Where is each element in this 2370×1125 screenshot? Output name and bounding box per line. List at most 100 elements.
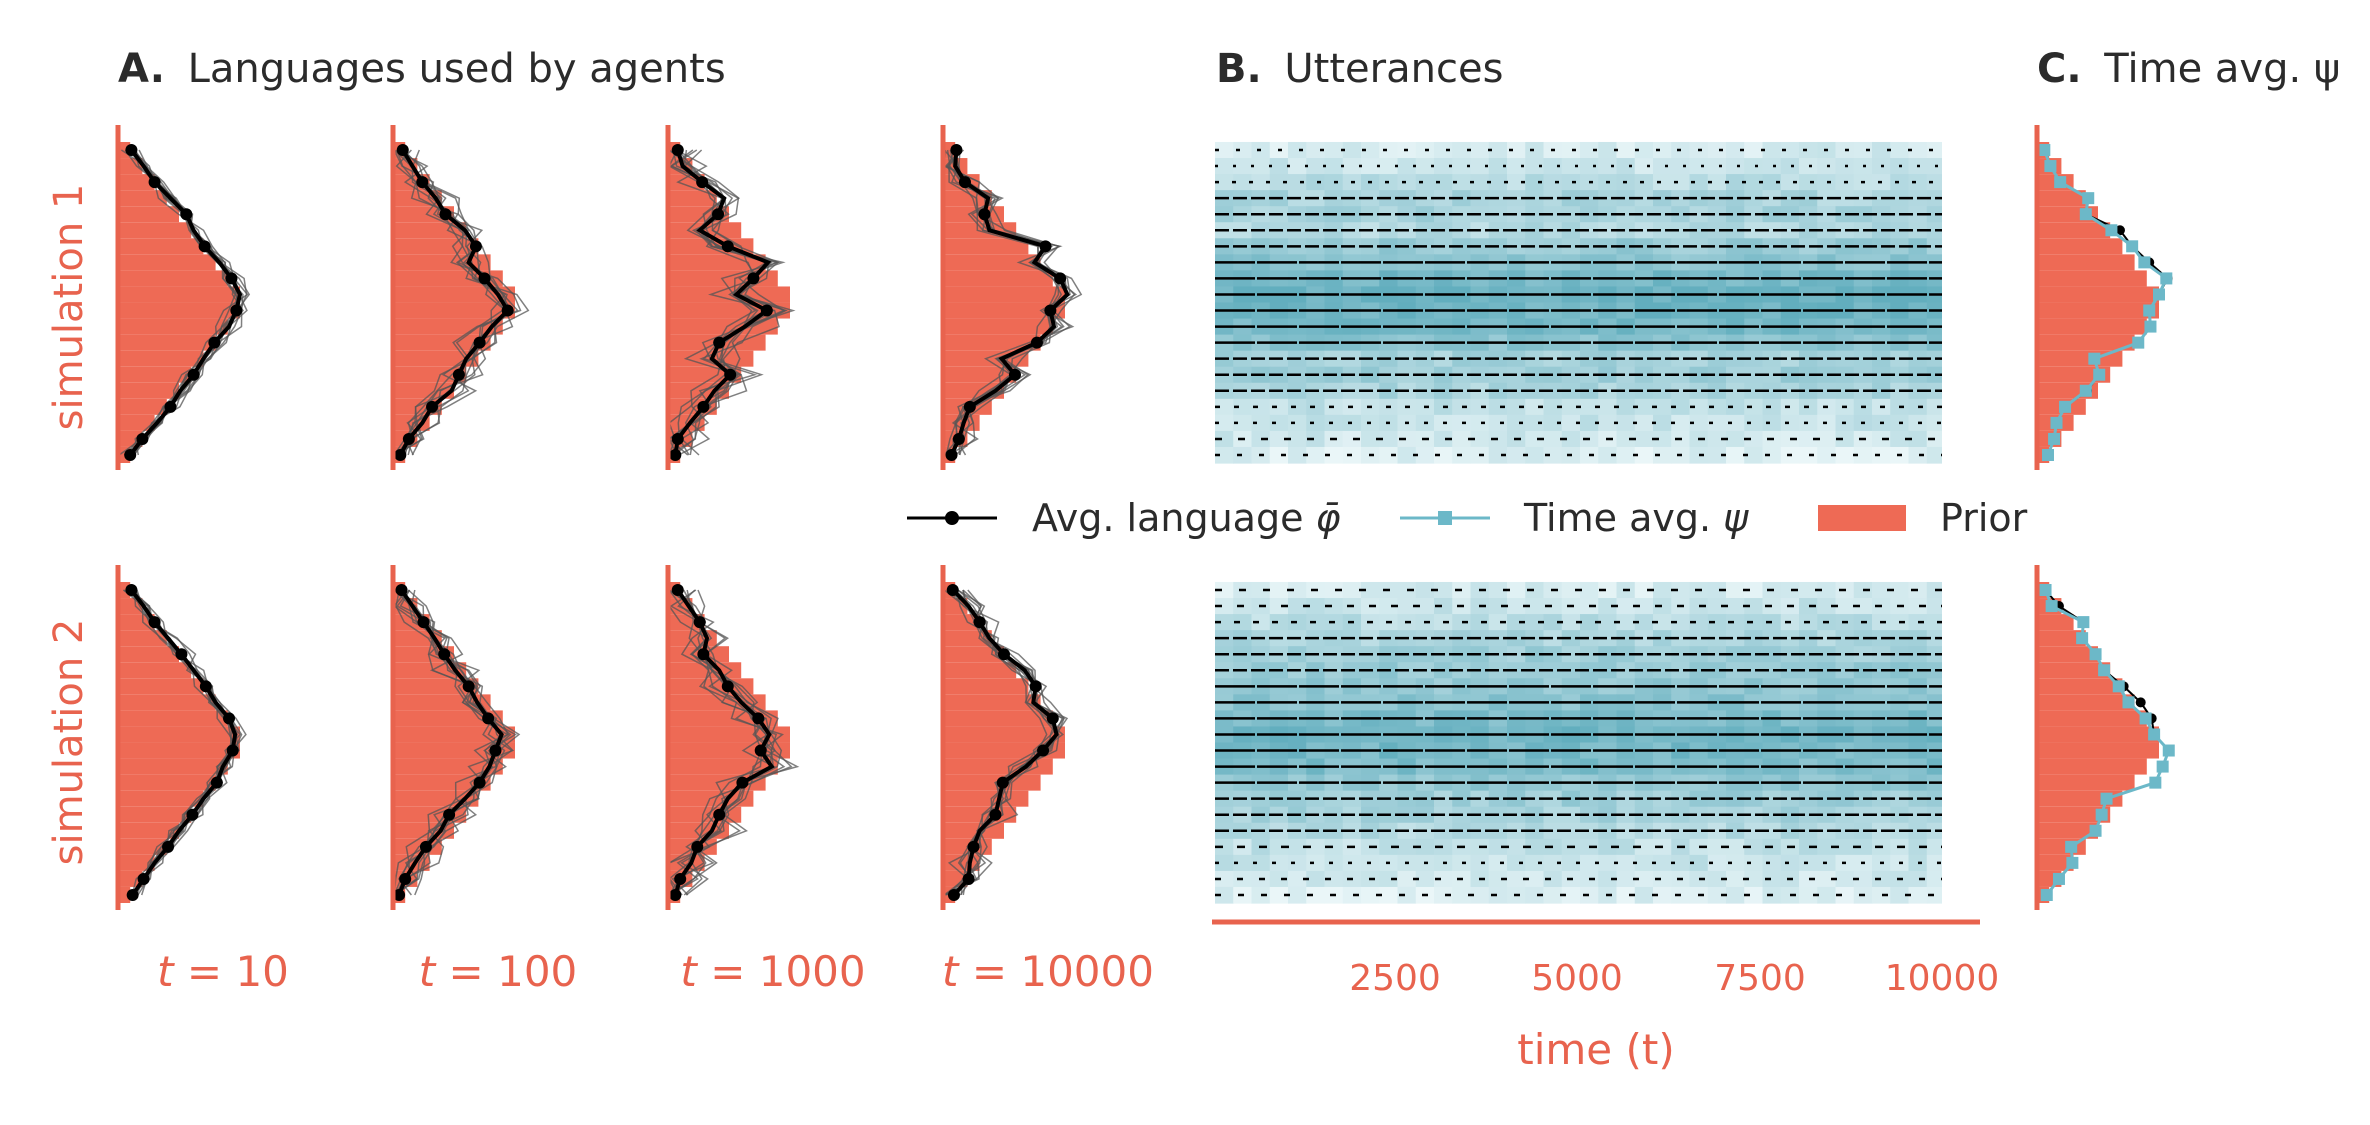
utterance-heat-cell bbox=[1726, 870, 1745, 888]
utterance-heat-cell bbox=[1288, 141, 1307, 159]
avg-language-point bbox=[996, 776, 1009, 789]
panel-a-prior-bar bbox=[943, 662, 1017, 679]
utterance-heat-cell bbox=[1926, 174, 1942, 191]
utterance-heat-cell bbox=[1470, 614, 1490, 631]
utterance-heat-cell bbox=[1634, 646, 1654, 663]
panel-a-prior-bar bbox=[668, 254, 766, 271]
utterance-heat-cell bbox=[1251, 581, 1271, 599]
utterance-heat-cell bbox=[1835, 350, 1855, 368]
utterance-heat-cell bbox=[1634, 822, 1654, 840]
avg-language-point bbox=[438, 648, 451, 661]
utterance-heat-cell bbox=[1926, 614, 1942, 631]
utterance-heat-cell bbox=[1671, 790, 1691, 808]
utterance-heat-cell bbox=[1799, 238, 1818, 255]
utterance-heat-cell bbox=[1762, 141, 1782, 159]
utterance-heat-cell bbox=[1580, 854, 1599, 872]
utterance-heat-cell bbox=[1525, 174, 1545, 191]
panel-a-prior-bar bbox=[118, 774, 216, 791]
panel-c-prior-bar bbox=[2037, 822, 2098, 839]
utterance-heat-cell bbox=[1580, 366, 1599, 384]
panel-a-prior-bar bbox=[393, 790, 479, 807]
utterance-heat-cell bbox=[1817, 662, 1837, 679]
time-avg-point bbox=[2126, 240, 2139, 253]
utterance-heat-cell bbox=[1762, 854, 1782, 872]
utterance-heat-cell bbox=[1561, 141, 1581, 159]
utterance-heat-cell bbox=[1507, 854, 1526, 872]
panel-a-prior-bar bbox=[118, 790, 204, 807]
utterance-heat-cell bbox=[1616, 822, 1636, 840]
panel-c-prior-bar bbox=[2037, 742, 2159, 759]
utterance-heat-cell bbox=[1543, 174, 1563, 191]
utterance-heat-cell bbox=[1762, 822, 1782, 840]
utterance-heat-cell bbox=[1780, 190, 1800, 207]
panel-a-prior-bar bbox=[118, 710, 228, 727]
utterance-heat-cell bbox=[1726, 886, 1745, 904]
avg-language-point bbox=[452, 368, 465, 381]
panel-c-avg-language-point bbox=[2114, 225, 2125, 236]
utterance-heat-cell bbox=[1762, 646, 1782, 663]
utterance-heat-cell bbox=[1926, 886, 1942, 904]
time-avg-point bbox=[2089, 824, 2102, 837]
panel-a-sim2-col1 bbox=[115, 565, 247, 910]
panel-a-prior-bar bbox=[118, 887, 131, 903]
utterance-heat-cell bbox=[1689, 822, 1709, 840]
utterance-heat-cell bbox=[1415, 581, 1435, 599]
avg-language-point bbox=[419, 840, 432, 853]
utterance-heat-cell bbox=[1835, 838, 1855, 856]
utterance-heat-cell bbox=[1634, 222, 1654, 239]
avg-language-point bbox=[198, 240, 211, 253]
utterance-heat-cell bbox=[1726, 206, 1745, 223]
utterance-heat-cell bbox=[1835, 206, 1855, 223]
avg-language-point bbox=[1039, 240, 1052, 253]
avg-language-point bbox=[148, 176, 161, 189]
utterance-heat-cell bbox=[1744, 854, 1764, 872]
avg-language-point bbox=[402, 432, 415, 445]
utterance-heat-cell bbox=[1689, 598, 1709, 615]
utterance-heat-cell bbox=[1707, 726, 1727, 744]
utterance-heat-cell bbox=[1634, 614, 1654, 631]
utterance-heat-cell bbox=[1799, 414, 1818, 432]
utterance-heat-cell bbox=[1653, 662, 1672, 679]
panel-a-prior-bar bbox=[118, 398, 167, 415]
utterance-heat-cell bbox=[1324, 598, 1344, 615]
utterance-heat-cell bbox=[1817, 430, 1837, 448]
utterance-heat-cell bbox=[1215, 446, 1234, 464]
utterance-heat-cell bbox=[1288, 870, 1307, 888]
utterance-heat-cell bbox=[1288, 726, 1307, 744]
avg-language-point bbox=[693, 616, 706, 629]
utterance-heat-cell bbox=[1671, 662, 1691, 679]
utterance-heat-cell bbox=[1689, 790, 1709, 808]
time-avg-point bbox=[2160, 272, 2173, 285]
row-label-simulation-2: simulation 2 bbox=[46, 619, 92, 866]
utterance-heat-cell bbox=[1288, 774, 1307, 792]
utterance-heat-cell bbox=[1525, 446, 1545, 464]
utterance-heat-cell bbox=[1288, 838, 1307, 856]
utterance-heat-cell bbox=[1507, 614, 1526, 631]
utterance-heat-cell bbox=[1926, 158, 1942, 175]
utterance-heat-cell bbox=[1653, 398, 1672, 416]
panel-a-prior-bar bbox=[943, 790, 1029, 807]
time-avg-point bbox=[2065, 840, 2078, 853]
panel-a-prior-bar bbox=[393, 334, 491, 351]
utterance-heat-cell bbox=[1707, 790, 1727, 808]
utterance-heat-cell bbox=[1707, 286, 1727, 304]
utterance-heat-cell bbox=[1926, 141, 1942, 159]
utterance-heat-cell bbox=[1726, 662, 1745, 679]
utterance-heat-cell bbox=[1525, 398, 1545, 416]
utterance-heat-cell bbox=[1762, 366, 1782, 384]
utterance-heat-cell bbox=[1634, 174, 1654, 191]
utterance-heat-cell bbox=[1744, 630, 1764, 647]
utterance-heat-cell bbox=[1744, 206, 1764, 223]
avg-language-point bbox=[989, 808, 1002, 821]
utterance-heat-cell bbox=[1817, 598, 1837, 615]
utterance-heat-cell bbox=[1780, 414, 1800, 432]
utterance-heat-cell bbox=[1215, 614, 1234, 631]
utterance-heat-cell bbox=[1926, 238, 1942, 255]
utterance-heat-cell bbox=[1215, 854, 1234, 872]
utterance-heat-cell bbox=[1288, 710, 1307, 728]
utterance-heat-cell bbox=[1872, 886, 1891, 904]
utterance-heat-cell bbox=[1324, 158, 1344, 175]
time-avg-point bbox=[2089, 648, 2102, 661]
panel-a-prior-bar bbox=[943, 726, 1065, 743]
utterance-heat-cell bbox=[1744, 366, 1764, 384]
